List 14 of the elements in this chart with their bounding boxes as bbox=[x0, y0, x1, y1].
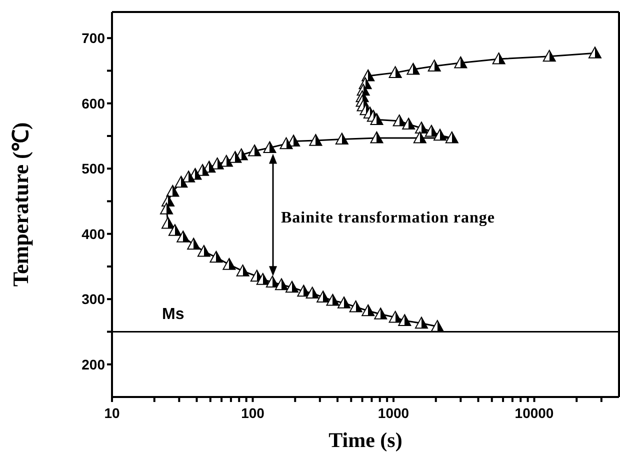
x-tick-label: 10 bbox=[104, 404, 120, 421]
y-tick-label: 400 bbox=[82, 226, 106, 242]
x-axis-title: Time (s) bbox=[328, 428, 402, 452]
ref-line-label: Ms bbox=[162, 306, 184, 324]
x-tick-label: 10000 bbox=[514, 404, 554, 421]
y-tick-label: 700 bbox=[82, 30, 106, 46]
y-tick-label: 300 bbox=[82, 291, 106, 308]
x-tick-label: 1000 bbox=[378, 404, 410, 421]
y-tick-label: 500 bbox=[82, 160, 106, 177]
y-tick-label: 600 bbox=[82, 95, 106, 112]
y-axis-title: Temperature (℃) bbox=[8, 122, 33, 287]
annotation: Bainite transformation range bbox=[281, 210, 495, 227]
x-tick-label: 100 bbox=[241, 404, 265, 421]
y-tick-label: 200 bbox=[82, 356, 106, 372]
